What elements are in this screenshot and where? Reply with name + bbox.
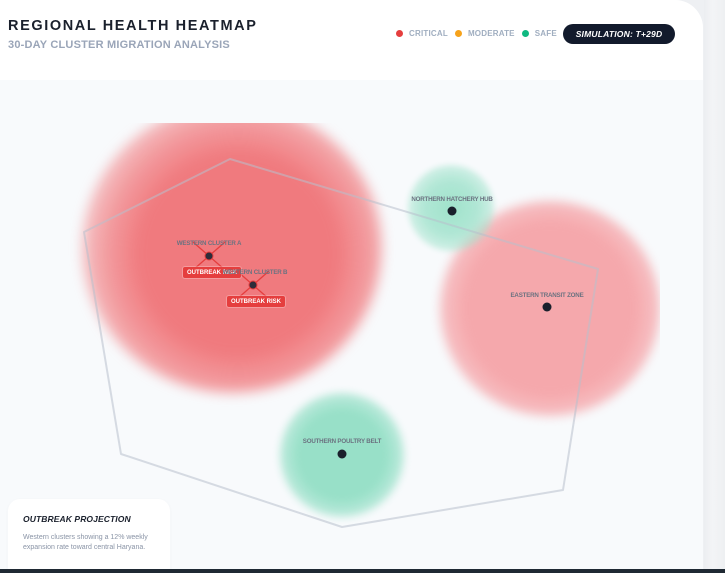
heatmap-canvas[interactable]: WESTERN CLUSTER A OUTBREAK RISK WESTERN … [0, 80, 703, 569]
node-label-southern-poultry-belt: SOUTHERN POULTRY BELT [302, 438, 382, 445]
western-cluster-a-marker[interactable] [204, 251, 214, 261]
node-label-western-cluster-b: WESTERN CLUSTER B [222, 269, 288, 276]
eastern-transit-zone-marker[interactable] [542, 302, 552, 312]
page-title: REGIONAL HEALTH HEATMAP [8, 18, 258, 34]
legend-item-safe: SAFE [521, 29, 557, 38]
simulation-badge[interactable]: SIMULATION: T+29D [563, 24, 675, 44]
moderate-dot-icon [454, 30, 462, 37]
heatmap-card: REGIONAL HEALTH HEATMAP 30-DAY CLUSTER M… [0, 0, 703, 569]
node-label-eastern-transit-zone: EASTERN TRANSIT ZONE [510, 292, 584, 299]
side-scroll-rail [704, 0, 725, 569]
safe-dot-icon [521, 30, 529, 37]
card-header: REGIONAL HEALTH HEATMAP 30-DAY CLUSTER M… [0, 0, 703, 80]
page-subtitle: 30-DAY CLUSTER MIGRATION ANALYSIS [8, 39, 230, 51]
bottom-bar [0, 569, 725, 573]
projection-body: Western clusters showing a 12% weekly ex… [23, 534, 148, 551]
node-label-northern-hatchery-hub: NORTHERN HATCHERY HUB [411, 196, 493, 203]
region-overlay [83, 158, 599, 528]
legend-item-critical: CRITICAL [396, 29, 448, 38]
legend-label: CRITICAL [409, 29, 448, 38]
projection-title: OUTBREAK PROJECTION [23, 514, 131, 524]
node-label-western-cluster-a: WESTERN CLUSTER A [176, 240, 242, 247]
outbreak-risk-badge-b: OUTBREAK RISK [227, 296, 286, 307]
legend-item-moderate: MODERATE [454, 29, 515, 38]
legend-label: MODERATE [467, 29, 515, 38]
northern-hatchery-hub-marker[interactable] [447, 206, 457, 216]
heat-blob-western [82, 123, 382, 393]
legend: CRITICAL MODERATE SAFE [396, 29, 564, 38]
region-outline [83, 158, 599, 528]
western-cluster-b-marker[interactable] [248, 280, 258, 290]
outbreak-projection-card: OUTBREAK PROJECTION Western clusters sho… [8, 499, 170, 569]
outbreak-risk-badge-a: OUTBREAK RISK [183, 267, 242, 278]
southern-poultry-belt-marker[interactable] [337, 449, 347, 459]
legend-label: SAFE [534, 29, 557, 38]
critical-dot-icon [396, 30, 403, 37]
